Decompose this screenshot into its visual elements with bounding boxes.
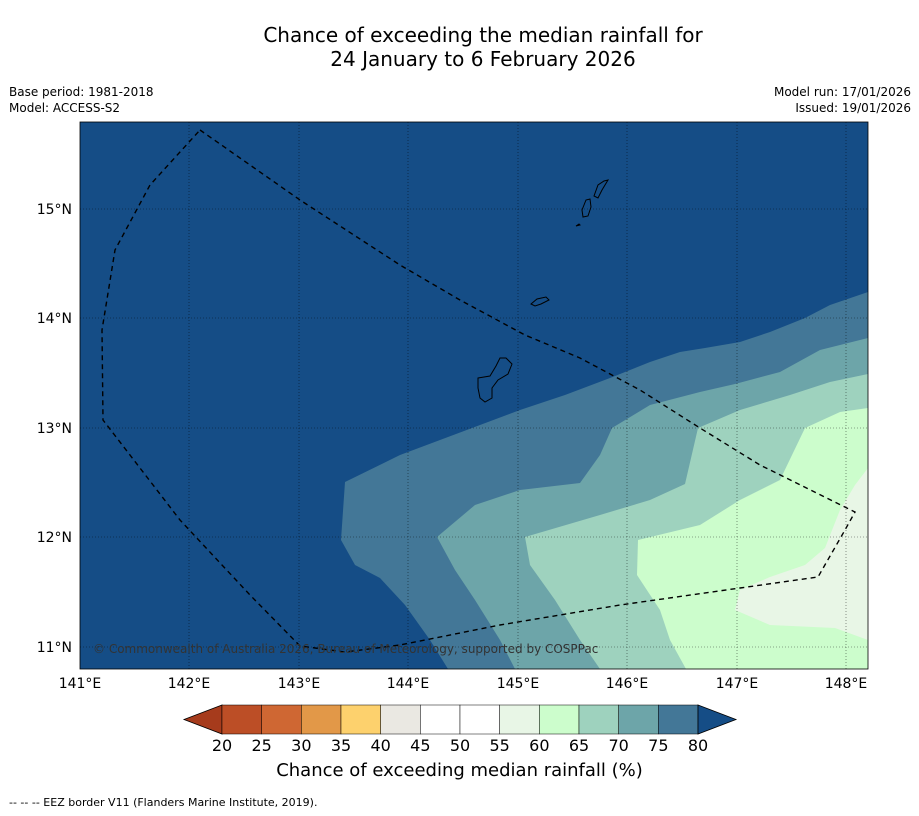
colorbar-swatch [380, 704, 421, 735]
island-guam [477, 357, 513, 403]
colorbar-swatch [578, 704, 619, 735]
lon-label: 146°E [606, 676, 649, 692]
colorbar-tick-label: 65 [569, 736, 589, 755]
chart-title-line2: 24 January to 6 February 2026 [330, 47, 636, 71]
lat-label: 11°N [37, 640, 72, 656]
gridlines [80, 122, 868, 669]
colorbar-swatch [459, 704, 500, 735]
colorbar-tick-label: 25 [251, 736, 271, 755]
colorbar-tick-label: 30 [291, 736, 311, 755]
lon-label: 142°E [168, 676, 211, 692]
eez-border [101, 129, 856, 653]
colorbar-tick-label: 50 [450, 736, 470, 755]
colorbar-tick-label: 60 [529, 736, 549, 755]
band-50-55 [735, 468, 868, 640]
colorbar-tick-label: 55 [489, 736, 509, 755]
lon-label: 148°E [825, 676, 868, 692]
colorbar-swatch [539, 704, 580, 735]
base-period: Base period: 1981-2018 [9, 85, 154, 99]
issued-date: Issued: 19/01/2026 [795, 101, 911, 115]
colorbar-swatch [261, 704, 302, 735]
model-run: Model run: 17/01/2026 [773, 85, 911, 99]
contour-layers: © Commonwealth of Australia 2026, Bureau… [80, 122, 868, 669]
lon-label: 143°E [278, 676, 321, 692]
colorbar-swatch [658, 704, 699, 735]
colorbar-swatch [301, 704, 342, 735]
chart-title-line1: Chance of exceeding the median rainfall … [263, 23, 703, 47]
colorbar-tick-label: 75 [648, 736, 668, 755]
colorbar-swatch [420, 704, 461, 735]
eez-legend-note: -- -- -- EEZ border V11 (Flanders Marine… [9, 796, 318, 809]
rainfall-map: © Commonwealth of Australia 2026, Bureau… [37, 121, 869, 755]
lat-label: 13°N [37, 421, 72, 437]
island-rota [530, 296, 550, 307]
lon-label: 147°E [716, 676, 759, 692]
lat-label: 14°N [37, 311, 72, 327]
colorbar-extend-high [697, 704, 738, 735]
lon-label: 145°E [497, 676, 540, 692]
colorbar: 20 25 30 35 40 45 50 55 60 65 70 75 80 [182, 704, 738, 755]
model-name: Model: ACCESS-S2 [9, 101, 121, 115]
colorbar-swatch [618, 704, 659, 735]
longitude-labels: 141°E 142°E 143°E 144°E 145°E 146°E 147°… [59, 676, 868, 692]
colorbar-tick-label: 35 [331, 736, 351, 755]
island-saipan [581, 198, 592, 218]
latitude-labels: 15°N 14°N 13°N 12°N 11°N [37, 202, 72, 656]
lon-label: 141°E [59, 676, 102, 692]
lat-label: 12°N [37, 530, 72, 546]
colorbar-title: Chance of exceeding median rainfall (%) [276, 760, 643, 781]
lon-label: 144°E [387, 676, 430, 692]
colorbar-extend-low [182, 704, 223, 735]
colorbar-tick-label: 45 [410, 736, 430, 755]
copyright-notice: © Commonwealth of Australia 2026, Bureau… [93, 642, 598, 656]
colorbar-tick-label: 40 [370, 736, 390, 755]
island-tinian [575, 223, 581, 227]
colorbar-swatch [221, 704, 262, 735]
colorbar-tick-label: 20 [212, 736, 232, 755]
colorbar-swatch [340, 704, 381, 735]
colorbar-swatch [499, 704, 540, 735]
lat-label: 15°N [37, 202, 72, 218]
colorbar-tick-label: 70 [608, 736, 628, 755]
map-frame [79, 121, 869, 670]
island-farallon-de-pajaros [593, 179, 610, 199]
colorbar-tick-label: 80 [688, 736, 708, 755]
